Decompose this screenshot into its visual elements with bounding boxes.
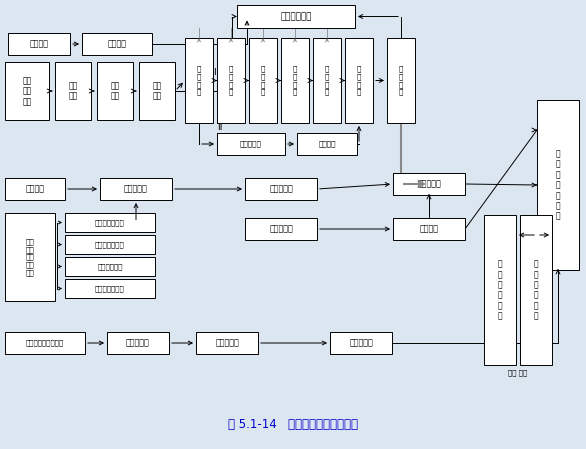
Text: 成
槽
验
收: 成 槽 验 收 — [325, 66, 329, 95]
FancyBboxPatch shape — [65, 257, 155, 276]
Text: I: I — [214, 68, 216, 77]
FancyBboxPatch shape — [55, 62, 91, 120]
FancyBboxPatch shape — [249, 38, 277, 123]
FancyBboxPatch shape — [313, 38, 341, 123]
Text: （预 案）: （预 案） — [509, 370, 527, 376]
Text: II: II — [217, 123, 223, 132]
Text: 施工准备: 施工准备 — [29, 40, 49, 48]
FancyBboxPatch shape — [107, 332, 169, 354]
Text: 钢筋笼运输: 钢筋笼运输 — [269, 185, 293, 194]
FancyBboxPatch shape — [5, 213, 55, 301]
FancyBboxPatch shape — [345, 38, 373, 123]
Text: 清
孔
换
浆: 清 孔 换 浆 — [357, 66, 361, 95]
FancyBboxPatch shape — [196, 332, 258, 354]
FancyBboxPatch shape — [237, 5, 355, 28]
FancyBboxPatch shape — [484, 215, 516, 365]
Text: 钢筋进货: 钢筋进货 — [26, 185, 45, 194]
Text: 钢管
监测
仪器
购置
检测: 钢管 监测 仪器 购置 检测 — [26, 238, 35, 276]
Text: 图 5.1-14   地连墙施工工艺流程图: 图 5.1-14 地连墙施工工艺流程图 — [228, 418, 358, 431]
Text: 墙
下
灌
浆
施
工: 墙 下 灌 浆 施 工 — [498, 260, 502, 321]
Text: 铣
削
副
孔: 铣 削 副 孔 — [261, 66, 265, 95]
Text: 基
岩
鉴
定: 基 岩 鉴 定 — [293, 66, 297, 95]
FancyBboxPatch shape — [393, 218, 465, 240]
FancyBboxPatch shape — [387, 38, 415, 123]
Text: 混凝土拌合: 混凝土拌合 — [215, 339, 239, 348]
Text: 铣
削
主
孔: 铣 削 主 孔 — [229, 66, 233, 95]
FancyBboxPatch shape — [297, 133, 357, 155]
Text: 制储
泥浆: 制储 泥浆 — [110, 81, 120, 101]
FancyBboxPatch shape — [65, 213, 155, 232]
Text: 组装预埋灌浆管: 组装预埋灌浆管 — [95, 219, 125, 226]
FancyBboxPatch shape — [217, 133, 285, 155]
Text: 泥浆
输送: 泥浆 输送 — [152, 81, 162, 101]
FancyBboxPatch shape — [520, 215, 552, 365]
FancyBboxPatch shape — [185, 38, 213, 123]
FancyBboxPatch shape — [65, 279, 155, 298]
FancyBboxPatch shape — [82, 33, 152, 55]
FancyBboxPatch shape — [139, 62, 175, 120]
FancyBboxPatch shape — [5, 178, 65, 200]
Text: 钢筋笼加工: 钢筋笼加工 — [124, 185, 148, 194]
Text: 导管下设: 导管下设 — [420, 224, 438, 233]
Text: 膨润
土等
进货: 膨润 土等 进货 — [22, 76, 32, 106]
Text: 清
孔
验
收: 清 孔 验 收 — [399, 66, 403, 95]
Text: 其它预埋件组装: 其它预埋件组装 — [95, 241, 125, 248]
FancyBboxPatch shape — [393, 173, 465, 195]
FancyBboxPatch shape — [281, 38, 309, 123]
Text: 泥浆循环系统: 泥浆循环系统 — [280, 12, 312, 21]
Text: 混凝土运输: 混凝土运输 — [349, 339, 373, 348]
FancyBboxPatch shape — [5, 62, 49, 120]
FancyBboxPatch shape — [8, 33, 70, 55]
Text: 钢筋笼下设: 钢筋笼下设 — [417, 180, 441, 189]
FancyBboxPatch shape — [100, 178, 172, 200]
Text: 设备安装: 设备安装 — [107, 40, 127, 48]
Text: 测斜预埋管组装: 测斜预埋管组装 — [95, 285, 125, 292]
FancyBboxPatch shape — [97, 62, 133, 120]
Text: 铣削至终孔: 铣削至终孔 — [240, 141, 262, 147]
FancyBboxPatch shape — [5, 332, 85, 354]
Text: 砼配比试验: 砼配比试验 — [126, 339, 150, 348]
Text: 配比
试验: 配比 试验 — [69, 81, 77, 101]
FancyBboxPatch shape — [245, 178, 317, 200]
Text: 水泥、砂石骨料进货: 水泥、砂石骨料进货 — [26, 340, 64, 346]
Text: 接
缝
高
喷
施
工: 接 缝 高 喷 施 工 — [534, 260, 539, 321]
FancyBboxPatch shape — [330, 332, 392, 354]
Text: 接头刷洗: 接头刷洗 — [318, 141, 336, 147]
Text: 浇
注
水
下
砼
成
墙: 浇 注 水 下 砼 成 墙 — [556, 150, 560, 221]
FancyBboxPatch shape — [217, 38, 245, 123]
FancyBboxPatch shape — [245, 218, 317, 240]
FancyBboxPatch shape — [65, 235, 155, 254]
Text: 抓
斗
开
孔: 抓 斗 开 孔 — [197, 66, 201, 95]
FancyBboxPatch shape — [537, 100, 579, 270]
Text: 仪器率定成型: 仪器率定成型 — [97, 263, 122, 270]
Text: 配置砼导管: 配置砼导管 — [269, 224, 293, 233]
